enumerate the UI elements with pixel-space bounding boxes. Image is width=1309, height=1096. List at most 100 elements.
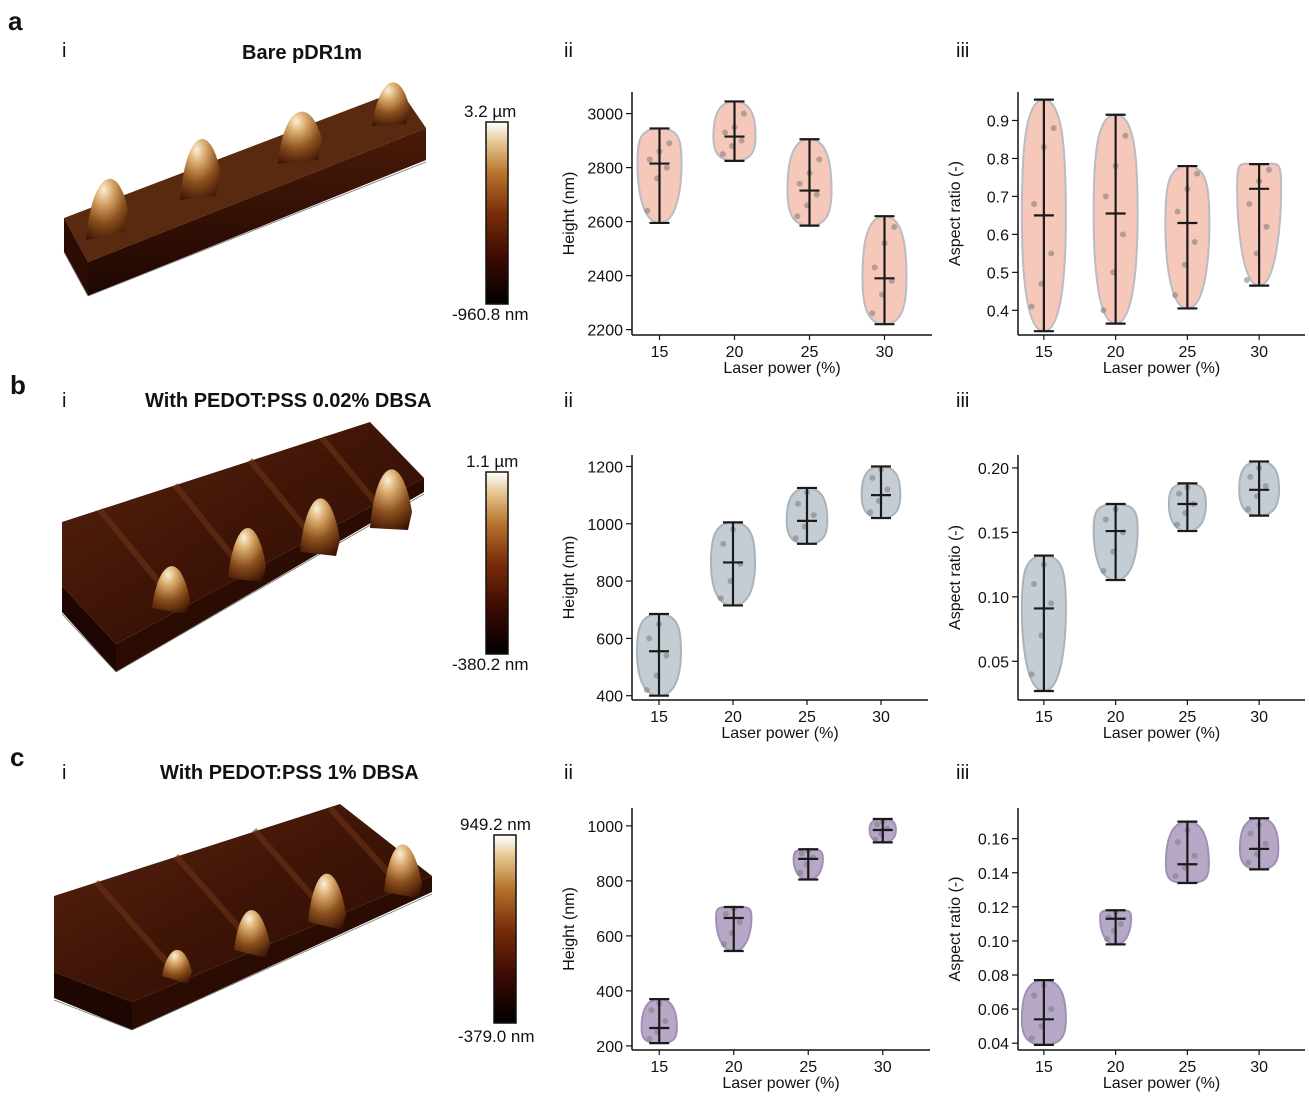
y-axis-label: Height (nm) [561, 172, 578, 256]
y-tick-label: 0.20 [978, 461, 1009, 478]
chart-c-iii: 0.04 0.06 0.08 0.10 0.12 0.14 0.16 Aspect ratio… [947, 808, 1305, 1092]
x-axis-label: Laser power (%) [721, 725, 838, 742]
y-tick-label: 1200 [587, 459, 623, 476]
data-point [643, 686, 650, 693]
subpanel-b-iii: iii [956, 390, 970, 412]
data-point [722, 129, 729, 136]
data-point [1246, 201, 1253, 208]
data-point [873, 821, 880, 828]
y-tick-label: 0.16 [978, 832, 1009, 849]
data-point [1031, 992, 1038, 999]
data-point [1191, 238, 1198, 245]
data-point [646, 1036, 653, 1042]
data-point [1028, 1035, 1035, 1042]
subpanel-a-ii: ii [564, 40, 573, 62]
data-point [1262, 482, 1269, 489]
x-tick-label: 20 [725, 1059, 743, 1076]
y-tick-label: 600 [596, 631, 623, 648]
data-point [872, 836, 879, 843]
x-tick-label: 30 [1250, 344, 1268, 361]
x-tick-label: 20 [1107, 709, 1125, 726]
data-point [666, 140, 673, 147]
data-point [1102, 516, 1109, 523]
chart-a-iii: 0.4 0.5 0.6 0.7 0.8 0.9 Aspect ratio (-) 15 20 25… [947, 92, 1305, 377]
data-point [646, 156, 653, 163]
y-tick-label: 400 [596, 984, 623, 1001]
x-tick-label: 20 [724, 709, 742, 726]
chart-c-ii: 200 400 600 800 1000 Height (nm) 15 20 25 30 Laser… [561, 808, 930, 1092]
data-point [810, 512, 817, 519]
data-point [1122, 132, 1129, 139]
data-point [792, 535, 799, 542]
y-tick-label: 0.06 [978, 1002, 1009, 1019]
y-tick-label: 0.14 [978, 866, 1009, 883]
y-tick-label: 600 [596, 929, 623, 946]
x-axis-label: Laser power (%) [722, 1075, 839, 1092]
y-tick-label: 0.5 [987, 265, 1009, 282]
y-tick-label: 2800 [587, 161, 623, 178]
subpanel-a-iii: iii [956, 40, 970, 62]
y-axis-label: Height (nm) [561, 887, 578, 971]
x-tick-label: 25 [801, 344, 819, 361]
y-tick-label: 0.10 [978, 590, 1009, 607]
data-point [869, 310, 876, 317]
afm-title-c: With PEDOT:PSS 1% DBSA [160, 762, 419, 784]
y-tick-label: 0.04 [978, 1036, 1009, 1053]
data-point [1031, 201, 1038, 208]
x-axis-label: Laser power (%) [723, 360, 840, 377]
data-point [1263, 223, 1270, 230]
data-point [722, 910, 729, 917]
x-tick-label: 20 [726, 344, 744, 361]
data-point [794, 500, 801, 507]
data-point [1028, 671, 1035, 678]
data-point [888, 278, 895, 284]
data-point [1245, 859, 1252, 866]
data-point [816, 156, 823, 163]
subpanel-b-ii: ii [564, 390, 573, 412]
y-tick-label: 2600 [587, 215, 623, 232]
data-point [720, 540, 727, 547]
panel-letter-a: a [8, 6, 23, 36]
data-point [738, 137, 745, 144]
y-tick-label: 0.8 [987, 151, 1009, 168]
x-tick-label: 25 [798, 709, 816, 726]
chart-a-ii: 2200 2400 2600 2800 3000 Height (nm) 15 20 25 30 L… [561, 92, 932, 377]
x-tick-label: 15 [1035, 344, 1053, 361]
colorbar-max-b: 1.1 µm [466, 452, 519, 471]
colorbar-b [485, 471, 509, 655]
afm-title-b: With PEDOT:PSS 0.02% DBSA [145, 390, 432, 412]
data-point [740, 110, 747, 117]
colorbar-c [493, 834, 517, 1024]
x-axis-label: Laser power (%) [1103, 360, 1220, 377]
colorbar-min-a: -960.8 nm [452, 305, 529, 324]
data-point [1174, 839, 1181, 846]
data-point [869, 474, 876, 481]
panel-letter-b: b [10, 370, 26, 400]
data-point [1174, 521, 1181, 528]
data-point [891, 224, 898, 230]
data-point [1243, 276, 1250, 283]
y-tick-label: 2200 [587, 323, 623, 340]
y-axis-label: Aspect ratio (-) [947, 161, 964, 266]
x-tick-label: 20 [1107, 344, 1125, 361]
y-tick-label: 200 [596, 1039, 623, 1056]
x-tick-label: 15 [650, 1059, 668, 1076]
x-tick-label: 25 [1178, 1059, 1196, 1076]
y-tick-label: 2400 [587, 269, 623, 286]
colorbar-a [485, 121, 509, 305]
data-point [1265, 166, 1272, 173]
x-axis-label: Laser power (%) [1103, 1075, 1220, 1092]
data-point [648, 1007, 655, 1014]
data-point [797, 869, 804, 876]
chart-b-iii: 0.05 0.10 0.15 0.20 Aspect ratio (-) 15 20 25 30… [947, 455, 1305, 742]
data-point [663, 164, 670, 171]
x-tick-label: 30 [874, 1059, 892, 1076]
data-point [1100, 568, 1107, 575]
colorbar-max-a: 3.2 µm [464, 102, 517, 121]
x-tick-label: 20 [1107, 1059, 1125, 1076]
y-tick-label: 0.9 [987, 113, 1009, 130]
data-point [1028, 303, 1035, 310]
data-point [644, 207, 651, 214]
data-point [646, 635, 653, 642]
afm-render-b [61, 422, 425, 673]
